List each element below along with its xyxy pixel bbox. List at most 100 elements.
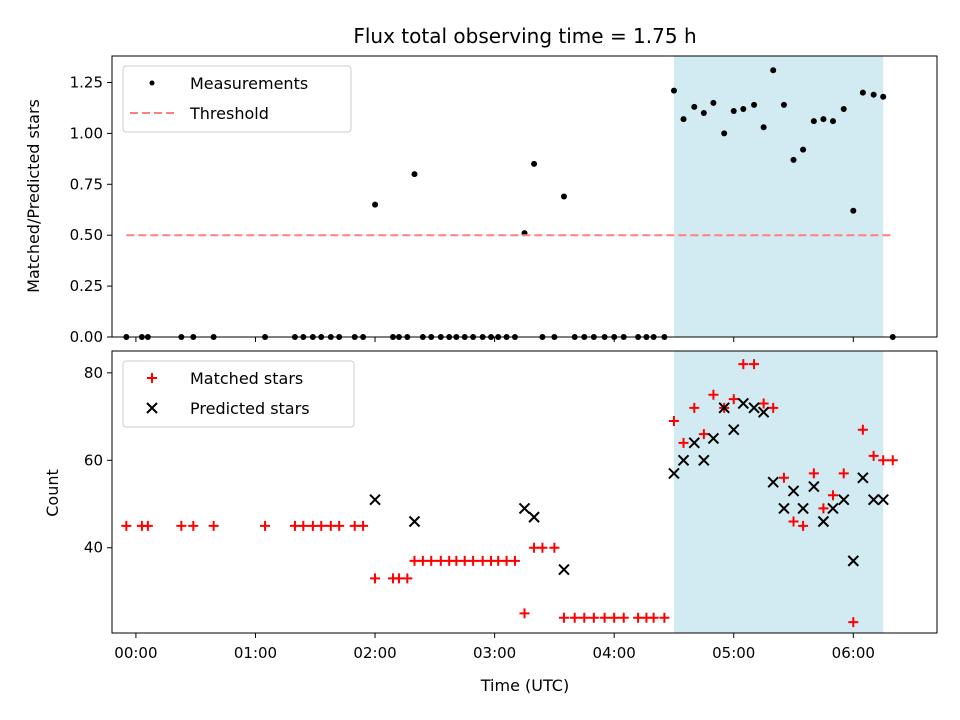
measurement-point xyxy=(751,101,758,108)
top-panel-flux-ratio: 0.00 0.25 0.50 0.75 1.00 1.25 Measurements Thre… xyxy=(70,55,938,346)
matched-stars-point xyxy=(426,555,437,566)
y-axis-label-ratio: Matched/Predicted stars xyxy=(24,99,43,293)
y-tick-label: 80 xyxy=(84,364,103,382)
y-tick-label: 40 xyxy=(84,539,103,557)
matched-stars-point xyxy=(409,555,420,566)
matched-stars-point xyxy=(370,573,381,584)
measurement-point xyxy=(840,105,847,112)
predicted-stars-point xyxy=(408,515,421,528)
matched-stars-point xyxy=(208,520,219,531)
matched-stars-point xyxy=(188,520,199,531)
measurement-point xyxy=(770,67,777,74)
y-tick-label: 1.25 xyxy=(70,73,103,91)
matched-stars-point xyxy=(778,472,789,483)
predicted-stars-point xyxy=(817,515,830,528)
matched-stars-point xyxy=(857,424,868,435)
measurement-point xyxy=(740,105,747,112)
measurement-point xyxy=(560,193,567,200)
matched-stars-point xyxy=(768,402,779,413)
legend-marker-measurements xyxy=(149,80,155,86)
matched-stars-point xyxy=(887,455,898,466)
matched-stars-point xyxy=(798,520,809,531)
matched-stars-point xyxy=(569,612,580,623)
matched-stars-point xyxy=(260,520,271,531)
matched-stars-point xyxy=(176,520,187,531)
measurement-point xyxy=(870,91,877,98)
matched-stars-point xyxy=(298,520,309,531)
predicted-stars-point xyxy=(797,502,809,515)
matched-stars-point xyxy=(358,520,369,531)
legend-label: Predicted stars xyxy=(190,399,310,418)
predicted-stars-point xyxy=(558,563,570,576)
x-tick-label: 03:00 xyxy=(473,644,516,662)
predicted-stars-point xyxy=(827,502,839,515)
measurement-point xyxy=(670,87,677,94)
matched-stars-point xyxy=(558,612,569,623)
x-axis-label: Time (UTC) xyxy=(480,676,569,695)
predicted-stars-point xyxy=(847,555,860,567)
matched-stars-point xyxy=(579,612,590,623)
matched-stars-point xyxy=(334,520,345,531)
legend-label: Threshold xyxy=(189,104,269,123)
measurement-point xyxy=(880,93,887,100)
measurement-point xyxy=(780,101,787,108)
predicted-stars-point xyxy=(707,432,720,445)
matched-stars-point xyxy=(459,555,470,566)
matched-stars-point xyxy=(648,612,659,623)
legend-box xyxy=(122,65,352,133)
matched-stars-point xyxy=(618,612,629,623)
matched-stars-point xyxy=(848,617,859,628)
predicted-stars-point xyxy=(718,402,730,414)
matched-stars-point xyxy=(678,437,689,448)
matched-stars-point xyxy=(316,520,327,531)
measurement-point xyxy=(730,107,737,114)
measurement-point xyxy=(829,118,836,125)
x-tick-label: 05:00 xyxy=(712,644,755,662)
matched-stars-point xyxy=(393,573,404,584)
matched-stars-point xyxy=(417,555,428,566)
measurement-point xyxy=(800,146,807,153)
legend-label: Measurements xyxy=(190,74,308,93)
measurement-point xyxy=(760,124,767,131)
legend-label: Matched stars xyxy=(190,369,303,388)
measurement-point xyxy=(531,160,538,167)
matched-stars-point xyxy=(788,516,799,527)
y-tick-label: 60 xyxy=(84,451,103,469)
matched-stars-point xyxy=(289,520,300,531)
measurement-point xyxy=(820,116,827,123)
matched-stars-point xyxy=(609,612,620,623)
matched-stars-point xyxy=(307,520,318,531)
measurement-point xyxy=(859,89,866,96)
predicted-stars-point xyxy=(528,511,540,523)
measurement-point xyxy=(790,156,797,163)
predicted-stars-point xyxy=(677,454,690,467)
predicted-stars-point xyxy=(808,480,820,493)
x-tick-label: 00:00 xyxy=(114,644,157,662)
matched-stars-point xyxy=(402,573,413,584)
matched-stars-point xyxy=(633,612,644,623)
measurement-point xyxy=(850,207,857,214)
matched-stars-point xyxy=(509,555,520,566)
measurement-point xyxy=(372,201,379,208)
y-tick-label: 0.25 xyxy=(70,277,103,295)
measurement-point xyxy=(721,130,728,137)
predicted-stars-point xyxy=(748,402,760,414)
predicted-stars-point xyxy=(688,437,700,449)
matched-stars-point xyxy=(827,490,838,501)
matched-stars-point xyxy=(808,468,819,479)
matched-stars-point xyxy=(477,555,488,566)
predicted-stars-point xyxy=(757,406,770,418)
x-tick-label: 01:00 xyxy=(234,644,277,662)
matched-stars-point xyxy=(838,468,849,479)
axes-frame xyxy=(111,55,938,338)
measurement-point xyxy=(680,116,687,123)
matched-stars-point xyxy=(749,359,760,370)
matched-stars-point xyxy=(588,612,599,623)
predicted-stars-point xyxy=(877,493,889,506)
y-tick-label: 0.75 xyxy=(70,175,103,193)
matched-stars-point xyxy=(659,612,670,623)
legend-box xyxy=(122,360,355,428)
shaded-observing-window xyxy=(673,56,884,337)
predicted-stars-point xyxy=(838,493,850,506)
